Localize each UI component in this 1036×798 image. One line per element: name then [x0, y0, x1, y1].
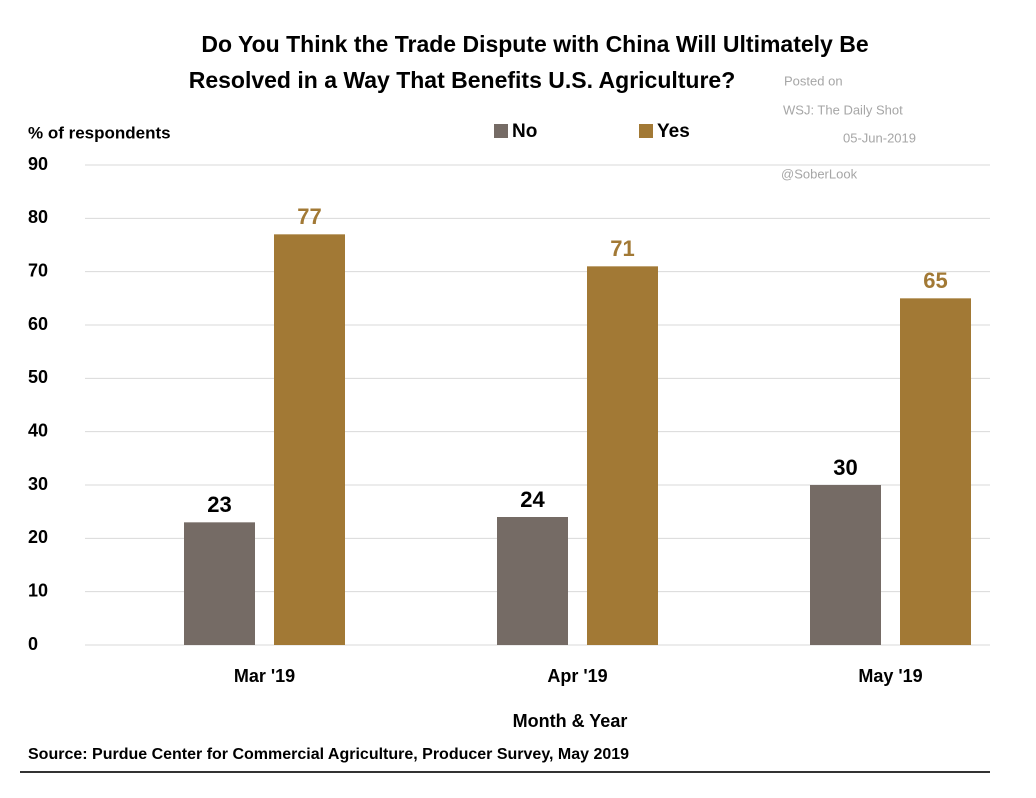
chart-title: Do You Think the Trade Dispute with Chin… — [201, 31, 868, 57]
x-tick-label: May '19 — [858, 666, 922, 686]
x-tick-label: Apr '19 — [547, 666, 607, 686]
value-label: 30 — [833, 455, 857, 480]
source: Source: Purdue Center for Commercial Agr… — [28, 746, 629, 763]
bar — [184, 522, 255, 645]
value-label: 24 — [520, 487, 545, 512]
y-tick-label: 50 — [28, 367, 48, 387]
y-tick-label: 40 — [28, 420, 48, 440]
y-tick-label: 60 — [28, 314, 48, 334]
x-tick-label: Mar '19 — [234, 666, 295, 686]
y-tick-label: 30 — [28, 474, 48, 494]
legend-swatch — [639, 124, 653, 138]
value-label: 71 — [610, 236, 634, 261]
y-tick-label: 20 — [28, 527, 48, 547]
y-tick-label: 0 — [28, 634, 38, 654]
legend-swatch — [494, 124, 508, 138]
bar — [810, 485, 881, 645]
annotation: WSJ: The Daily Shot — [783, 102, 903, 117]
annotation: Posted on — [784, 73, 843, 88]
legend-label: Yes — [657, 121, 690, 142]
y-tick-label: 90 — [28, 154, 48, 174]
x-axis-label: Month & Year — [513, 711, 628, 731]
bar — [274, 234, 345, 646]
y-tick-label: 70 — [28, 260, 48, 280]
bar — [587, 266, 658, 645]
annotation: 05-Jun-2019 — [843, 130, 916, 145]
y-tick-label: 80 — [28, 207, 48, 227]
value-label: 65 — [923, 268, 947, 293]
y-tick-label: 10 — [28, 580, 48, 600]
bar — [497, 517, 568, 645]
value-label: 23 — [207, 492, 231, 517]
value-label: 77 — [297, 204, 321, 229]
legend-label: No — [512, 121, 537, 142]
bar — [900, 298, 971, 645]
chart-title: Resolved in a Way That Benefits U.S. Agr… — [189, 67, 736, 93]
annotation: @SoberLook — [781, 166, 858, 181]
y-axis-label: % of respondents — [28, 123, 171, 142]
